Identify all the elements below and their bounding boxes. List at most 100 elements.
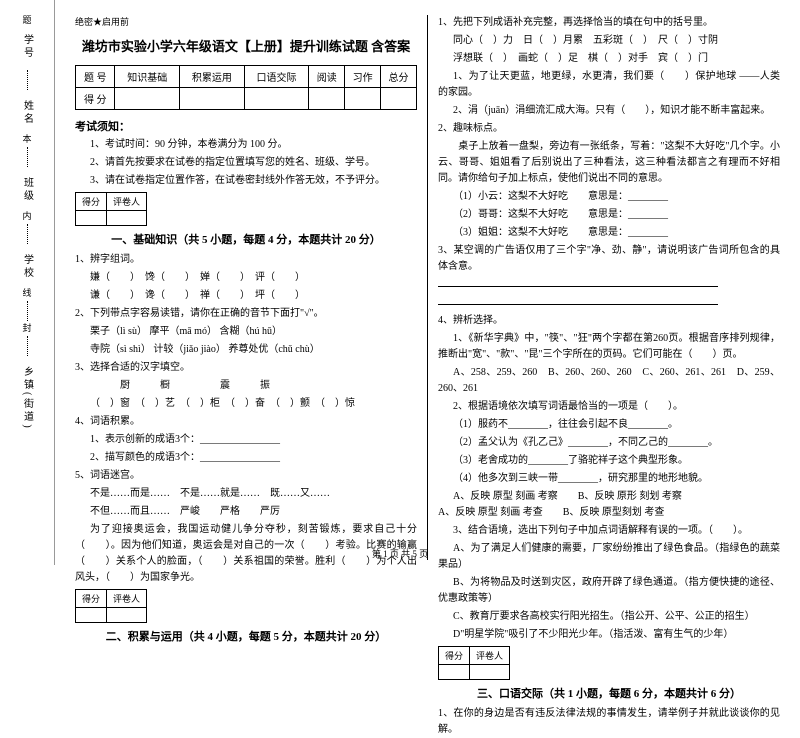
q-line: A、反映 原型 刻画 考察 B、反映 原形 刻划 考察 A、反映 原型 刻画 考… xyxy=(438,489,780,521)
q-line: 栗子（lì sù） 摩平（mā mó） 含糊（hú hū） xyxy=(75,324,417,340)
td: 评卷人 xyxy=(107,590,147,608)
q-line: A、258、259、260 B、260、260、260 C、260、261、26… xyxy=(438,365,780,397)
dotted-line-icon xyxy=(27,147,28,167)
margin-dashed-2: 内 xyxy=(21,211,34,222)
header-tag: 绝密★启用前 xyxy=(75,15,417,28)
dotted-line-icon xyxy=(27,336,28,356)
td: 得分 xyxy=(76,193,107,211)
section2-title: 二、积累与运用（共 4 小题，每题 5 分，本题共计 20 分） xyxy=(75,628,417,644)
q-line: 1、为了让天更蓝，地更绿，水更清，我们要（ ）保护地球 ——人类的家园。 xyxy=(438,69,780,101)
left-column: 绝密★启用前 潍坊市实验小学六年级语文【上册】提升训练试题 含答案 题 号 知识… xyxy=(65,15,428,560)
td xyxy=(244,88,309,110)
content-area: 绝密★启用前 潍坊市实验小学六年级语文【上册】提升训练试题 含答案 题 号 知识… xyxy=(55,0,800,565)
td xyxy=(381,88,417,110)
q-line: 2、根据语境依次填写词语最恰当的一项是（ ）。 xyxy=(438,399,780,415)
td: 得分 xyxy=(439,647,470,665)
q-line: 1、表示创新的成语3个：________________ xyxy=(75,432,417,448)
q-line: 浮想联（ ） 画蛇（ ）足 棋（ ）对手 宾（ ）门 xyxy=(438,51,780,67)
td: 评卷人 xyxy=(470,647,510,665)
q-line: 不但……而且…… 严峻 严格 严厉 xyxy=(75,504,417,520)
td xyxy=(76,608,107,623)
q-line: 谦（ ） 谗（ ） 禅（ ） 坪（ ） xyxy=(75,288,417,304)
q-line: 2、涓（juān）涓细流汇成大海。只有（ ），知识才能不断丰富起来。 xyxy=(438,103,780,119)
margin-label-2: 班级 xyxy=(20,177,35,203)
td xyxy=(345,88,381,110)
dotted-line-icon xyxy=(27,224,28,244)
blank-line xyxy=(438,277,780,293)
q-para: 桌子上放着一盘梨，旁边有一张纸条，写着："这梨不大好吃"几个字。小云、哥哥、姐姐… xyxy=(438,139,780,187)
table-row: 得 分 xyxy=(76,88,417,110)
td: 评卷人 xyxy=(107,193,147,211)
binding-margin: 题 学号 姓名 本 班级 内 学校 线 封 乡镇(街道) xyxy=(0,0,55,565)
page-container: 题 学号 姓名 本 班级 内 学校 线 封 乡镇(街道) 绝密★启用前 潍坊市实… xyxy=(0,0,800,565)
q-line: 厨 橱 震 振 xyxy=(75,378,417,394)
th: 积累运用 xyxy=(180,66,245,88)
q-line: （3）老舍成功的________了骆驼祥子这个典型形象。 xyxy=(438,453,780,469)
th: 阅读 xyxy=(309,66,345,88)
margin-dashed-4: 封 xyxy=(21,323,34,334)
q-line: 寺院（sì shì） 计较（jiǎo jiào） 养尊处优（chǔ chù） xyxy=(75,342,417,358)
th: 题 号 xyxy=(76,66,115,88)
dotted-line-icon xyxy=(27,70,28,90)
score-table: 题 号 知识基础 积累运用 口语交际 阅读 习作 总分 得 分 xyxy=(75,65,417,110)
dotted-line-icon xyxy=(27,301,28,321)
q: 4、辨析选择。 xyxy=(438,313,780,329)
margin-label-4: 乡镇(街道) xyxy=(20,366,35,431)
td xyxy=(439,665,470,680)
td xyxy=(115,88,180,110)
q: 4、词语积累。 xyxy=(75,414,417,430)
th: 总分 xyxy=(381,66,417,88)
exam-title: 潍坊市实验小学六年级语文【上册】提升训练试题 含答案 xyxy=(75,36,417,55)
q: 1、辨字组词。 xyxy=(75,252,417,268)
table-row: 题 号 知识基础 积累运用 口语交际 阅读 习作 总分 xyxy=(76,66,417,88)
margin-dashed-1: 本 xyxy=(21,134,34,145)
q: 3、选择合适的汉字填空。 xyxy=(75,360,417,376)
margin-label-1: 姓名 xyxy=(20,100,35,126)
mini-score-table: 得分评卷人 xyxy=(75,192,147,226)
mini-score-table: 得分评卷人 xyxy=(75,589,147,623)
q: 2、趣味标点。 xyxy=(438,121,780,137)
section3-title: 三、口语交际（共 1 小题，每题 6 分，本题共计 6 分） xyxy=(438,685,780,701)
th: 口语交际 xyxy=(244,66,309,88)
q-line: 同心（ ）力 日（ ）月累 五彩斑（ ） 尺（ ）寸阴 xyxy=(438,33,780,49)
q-line: D"明星学院"吸引了不少阳光少年。（指活泼、富有生气的少年） xyxy=(438,627,780,643)
right-column: 1、先把下列成语补充完整，再选择恰当的填在句中的括号里。 同心（ ）力 日（ ）… xyxy=(428,15,790,560)
q-line: B、为将物品及时送到灾区，政府开辟了绿色通道。（指方便快捷的途径、优惠政策等） xyxy=(438,575,780,607)
td xyxy=(107,608,147,623)
q-line: 不是……而是…… 不是……就是…… 既……又…… xyxy=(75,486,417,502)
td xyxy=(107,211,147,226)
margin-dashed-0: 题 xyxy=(21,15,34,26)
q-line: C、教育厅要求各高校实行阳光招生。（指公开、公平、公正的招生） xyxy=(438,609,780,625)
section1-title: 一、基础知识（共 5 小题，每题 4 分，本题共计 20 分） xyxy=(75,231,417,247)
page-footer: 第 1 页 共 5 页 xyxy=(0,547,800,560)
margin-label-0: 学号 xyxy=(20,34,35,60)
q-line: （3）姐姐：这梨不大好吃 意思是：________ xyxy=(438,225,780,241)
notice-item: 1、考试时间：90 分钟，本卷满分为 100 分。 xyxy=(75,137,417,153)
notice-item: 3、请在试卷指定位置作答，在试卷密封线外作答无效，不予评分。 xyxy=(75,173,417,189)
notice-item: 2、请首先按要求在试卷的指定位置填写您的姓名、班级、学号。 xyxy=(75,155,417,171)
q-line: （ ）窗 （ ）艺 （ ）柜 （ ）奋 （ ）颤 （ ）惊 xyxy=(75,396,417,412)
q-line: （2）哥哥：这梨不大好吃 意思是：________ xyxy=(438,207,780,223)
td xyxy=(309,88,345,110)
margin-dashed-3: 线 xyxy=(21,288,34,299)
q: 1、在你的身边是否有违反法律法规的事情发生，请举例子并就此谈谈你的见解。 xyxy=(438,706,780,738)
q-line: （2）孟父认为《孔乙己》________，不同乙己的________。 xyxy=(438,435,780,451)
q-line: 嫌（ ） 馋（ ） 婵（ ） 评（ ） xyxy=(75,270,417,286)
mini-score-table: 得分评卷人 xyxy=(438,646,510,680)
td xyxy=(180,88,245,110)
q: 1、先把下列成语补充完整，再选择恰当的填在句中的括号里。 xyxy=(438,15,780,31)
td xyxy=(470,665,510,680)
margin-label-3: 学校 xyxy=(20,254,35,280)
td: 得分 xyxy=(76,590,107,608)
q-line: （1）小云：这梨不大好吃 意思是：________ xyxy=(438,189,780,205)
q-line: （1）服药不________，往往会引起不良________。 xyxy=(438,417,780,433)
q-line: 3、结合语境，选出下列句子中加点词语解释有误的一项。（ ）。 xyxy=(438,523,780,539)
td xyxy=(76,211,107,226)
th: 知识基础 xyxy=(115,66,180,88)
notice-title: 考试须知： xyxy=(75,118,417,134)
blank-line xyxy=(438,295,780,311)
q-line: 2、描写颜色的成语3个：________________ xyxy=(75,450,417,466)
td: 得 分 xyxy=(76,88,115,110)
q-line: 1、《新华字典》中，"筷"、"狂"两个字都在第260页。根据音序排列规律，推断出… xyxy=(438,331,780,363)
q-line: （4）他多次到三峡一带________，研究那里的地形地貌。 xyxy=(438,471,780,487)
